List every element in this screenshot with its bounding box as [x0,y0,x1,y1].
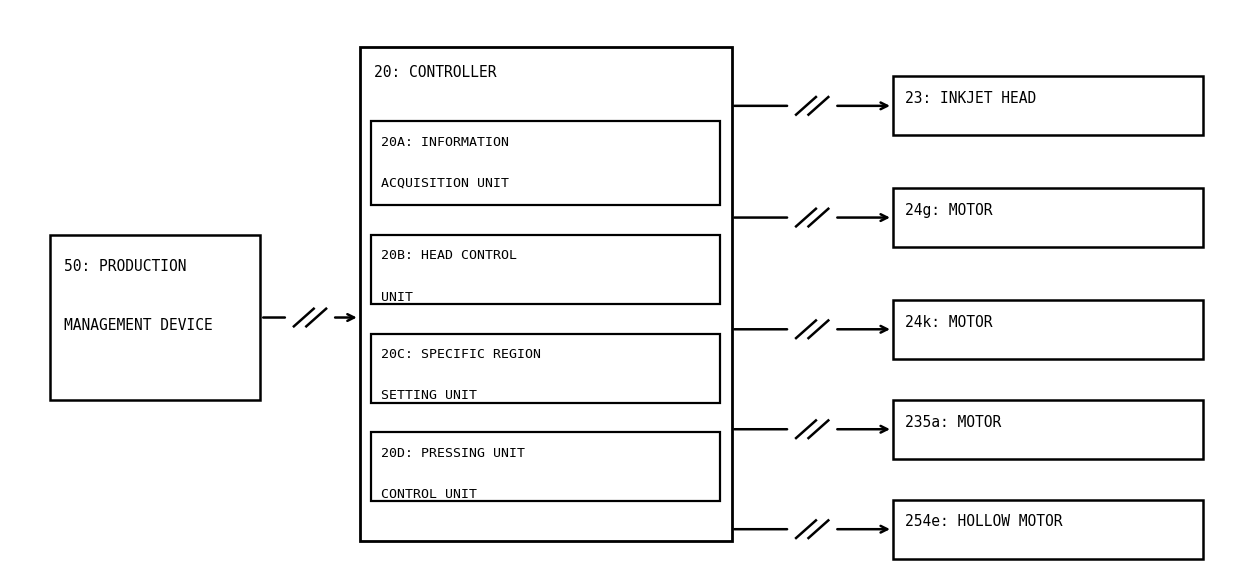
Text: 20C: SPECIFIC REGION: 20C: SPECIFIC REGION [381,348,541,361]
FancyBboxPatch shape [893,400,1203,459]
FancyBboxPatch shape [360,47,732,541]
Text: 20D: PRESSING UNIT: 20D: PRESSING UNIT [381,447,525,460]
FancyBboxPatch shape [371,432,720,502]
FancyBboxPatch shape [893,300,1203,359]
Text: 20A: INFORMATION: 20A: INFORMATION [381,136,508,149]
FancyBboxPatch shape [893,188,1203,247]
Text: 24g: MOTOR: 24g: MOTOR [905,203,993,218]
Text: SETTING UNIT: SETTING UNIT [381,389,476,402]
FancyBboxPatch shape [371,121,720,205]
Text: 254e: HOLLOW MOTOR: 254e: HOLLOW MOTOR [905,514,1063,530]
Text: MANAGEMENT DEVICE: MANAGEMENT DEVICE [64,318,213,333]
Text: 235a: MOTOR: 235a: MOTOR [905,415,1002,430]
FancyBboxPatch shape [371,235,720,304]
Text: 23: INKJET HEAD: 23: INKJET HEAD [905,91,1037,106]
Text: ACQUISITION UNIT: ACQUISITION UNIT [381,177,508,190]
FancyBboxPatch shape [50,235,260,400]
Text: CONTROL UNIT: CONTROL UNIT [381,488,476,501]
Text: 24k: MOTOR: 24k: MOTOR [905,315,993,330]
Text: 20B: HEAD CONTROL: 20B: HEAD CONTROL [381,249,517,262]
FancyBboxPatch shape [371,333,720,403]
Text: UNIT: UNIT [381,290,413,303]
Text: 50: PRODUCTION: 50: PRODUCTION [64,259,187,274]
FancyBboxPatch shape [893,500,1203,559]
FancyBboxPatch shape [893,76,1203,135]
Text: 20: CONTROLLER: 20: CONTROLLER [374,65,497,80]
